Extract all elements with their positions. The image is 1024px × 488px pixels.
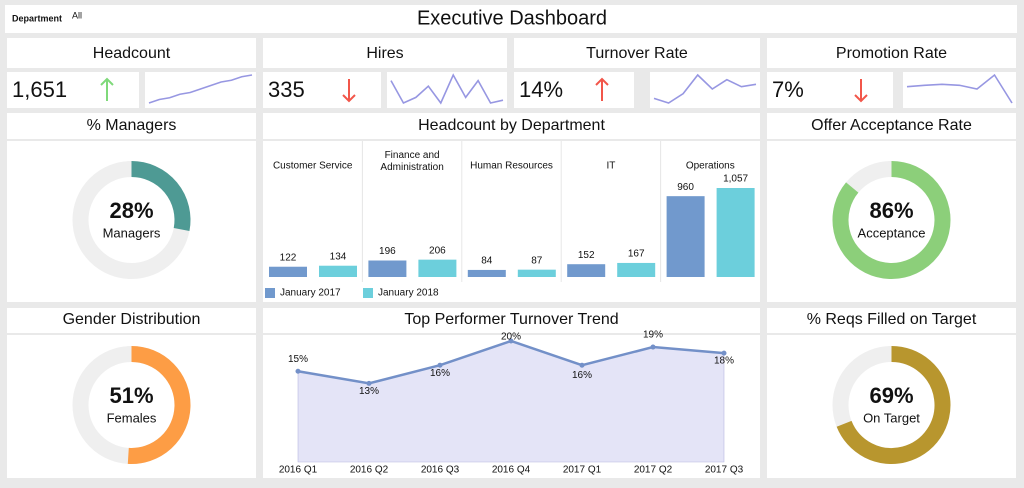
kpi-value: 335	[268, 77, 305, 102]
dashboard-title: Executive Dashboard	[417, 7, 607, 29]
bar	[418, 259, 457, 277]
donut-label: Acceptance	[858, 225, 926, 240]
kpi-arrow	[595, 77, 609, 101]
chart-title: % Managers	[87, 117, 177, 134]
bar-label: 1,057	[723, 174, 748, 185]
chart-title: % Reqs Filled on Target	[807, 311, 977, 328]
point-label: 15%	[288, 354, 308, 365]
bar-label: 122	[280, 252, 297, 263]
bar-label: 960	[677, 182, 694, 193]
kpi-arrow	[854, 79, 868, 103]
legend-swatch	[363, 288, 373, 298]
x-tick-label: 2016 Q2	[350, 465, 389, 476]
kpi-arrow	[100, 77, 114, 101]
chart-title: Offer Acceptance Rate	[811, 117, 972, 134]
donut-value: 51%	[109, 383, 153, 408]
point-label: 16%	[430, 368, 450, 379]
point	[721, 350, 727, 356]
point-label: 18%	[714, 356, 734, 367]
donut-value: 28%	[109, 198, 153, 223]
donut-label: On Target	[863, 410, 920, 425]
bar	[567, 264, 606, 277]
x-tick-label: 2017 Q1	[563, 465, 602, 476]
kpi-title: Promotion Rate	[836, 45, 947, 62]
point	[579, 362, 585, 368]
bar-label: 134	[330, 251, 347, 262]
category-label: Customer Service	[273, 161, 353, 172]
donut-value: 86%	[869, 198, 913, 223]
chart-title: Gender Distribution	[63, 311, 201, 328]
donut-arc	[127, 346, 191, 464]
bar-label: 87	[531, 255, 543, 266]
point	[650, 344, 656, 350]
sparkline	[390, 73, 504, 105]
filter-value[interactable]: All	[72, 10, 82, 20]
bar	[319, 265, 357, 277]
sparkline	[653, 73, 757, 104]
category-label: IT	[606, 161, 615, 172]
chart-title: Headcount by Department	[418, 117, 605, 134]
point-label: 13%	[359, 386, 379, 397]
point	[437, 362, 443, 368]
bar	[716, 188, 755, 277]
kpi-value: 14%	[519, 77, 563, 102]
point	[295, 368, 301, 374]
donut-arc	[836, 346, 951, 464]
category-label: Finance and Administration	[380, 150, 443, 173]
point-label: 20%	[501, 332, 521, 343]
kpi-value: 1,651	[12, 77, 67, 102]
category-label: Operations	[686, 161, 735, 172]
bar-label: 152	[578, 250, 595, 261]
bar	[666, 196, 705, 277]
bar-label: 84	[481, 256, 493, 267]
filter-label: Department	[12, 13, 62, 23]
bar-label: 206	[429, 245, 446, 256]
x-tick-label: 2017 Q3	[705, 465, 744, 476]
kpi-title: Hires	[366, 45, 403, 62]
donut-arc	[131, 161, 191, 232]
x-tick-label: 2016 Q1	[279, 465, 318, 476]
chart-title: Top Performer Turnover Trend	[404, 311, 618, 328]
kpi-arrow	[342, 79, 356, 103]
point-label: 16%	[572, 370, 592, 381]
sparkline	[148, 74, 253, 104]
donut-label: Managers	[103, 225, 161, 240]
bar-label: 196	[379, 246, 396, 257]
point	[366, 380, 372, 386]
bar	[617, 262, 656, 277]
sparkline	[906, 73, 1013, 104]
bar	[467, 269, 506, 277]
x-tick-label: 2017 Q2	[634, 465, 673, 476]
bar	[368, 260, 407, 277]
kpi-value: 7%	[772, 77, 804, 102]
kpi-title: Turnover Rate	[586, 45, 688, 62]
legend-label: January 2017	[280, 288, 341, 299]
bar	[269, 266, 307, 277]
category-label: Human Resources	[470, 161, 553, 172]
x-tick-label: 2016 Q3	[421, 465, 460, 476]
point-label: 19%	[643, 330, 663, 341]
donut-arc	[832, 161, 951, 279]
bar	[517, 269, 556, 277]
point	[508, 338, 514, 344]
legend-label: January 2018	[378, 288, 439, 299]
donut-value: 69%	[869, 383, 913, 408]
x-tick-label: 2016 Q4	[492, 465, 531, 476]
legend-swatch	[265, 288, 275, 298]
donut-label: Females	[107, 410, 157, 425]
bar-label: 167	[628, 249, 645, 260]
kpi-title: Headcount	[93, 45, 171, 62]
